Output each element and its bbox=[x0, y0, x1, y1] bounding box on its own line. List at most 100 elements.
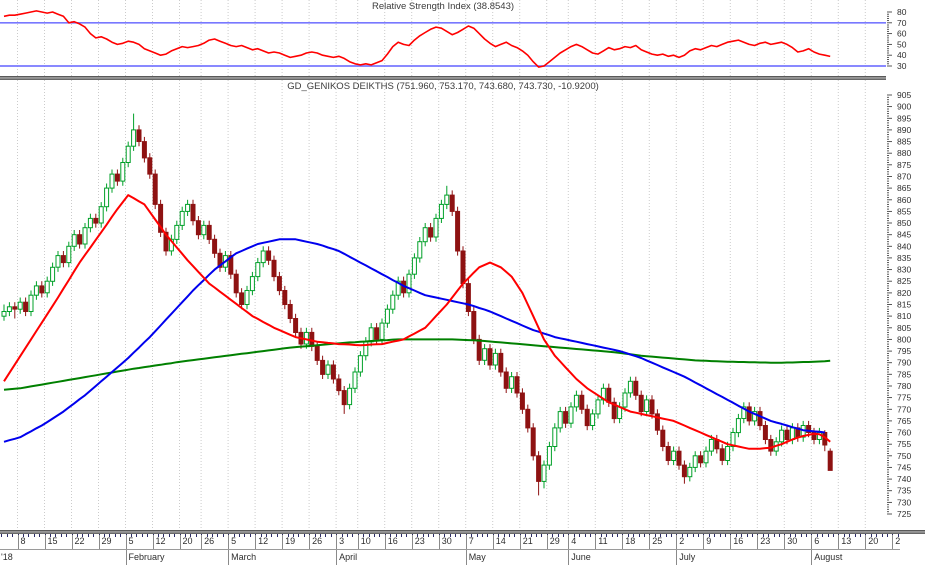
week-label: 4 bbox=[571, 536, 577, 546]
candle-up bbox=[255, 262, 261, 278]
week-label: 23 bbox=[414, 536, 425, 546]
price-axis-label: 870 bbox=[897, 172, 911, 182]
day-tick bbox=[530, 534, 532, 537]
candle-up bbox=[87, 217, 93, 229]
day-tick bbox=[735, 534, 737, 537]
value-axis[interactable]: 30 40 50 60 70 80 725 730 735 740 745 750 755 760 765 7… bbox=[886, 0, 925, 530]
week-tick bbox=[465, 535, 467, 549]
candlestick-chart[interactable] bbox=[0, 80, 886, 530]
candle-down bbox=[330, 364, 336, 380]
candle-up bbox=[725, 446, 731, 461]
day-tick bbox=[244, 534, 246, 537]
day-tick bbox=[206, 534, 208, 537]
day-tick bbox=[881, 534, 883, 537]
month-label: July bbox=[679, 552, 696, 562]
day-tick bbox=[638, 534, 640, 537]
day-tick bbox=[498, 534, 500, 537]
rsi-line-chart[interactable] bbox=[0, 0, 886, 76]
day-tick bbox=[395, 534, 397, 537]
week-tick bbox=[309, 535, 311, 549]
day-tick bbox=[390, 534, 392, 537]
day-tick bbox=[897, 534, 899, 537]
week-tick bbox=[568, 535, 570, 549]
week-tick bbox=[98, 535, 100, 549]
candle-down bbox=[163, 231, 169, 252]
rsi-panel[interactable]: Relative Strength Index (38.8543) bbox=[0, 0, 886, 76]
month-tick bbox=[676, 550, 678, 565]
candle-up bbox=[131, 129, 137, 147]
day-tick bbox=[471, 534, 473, 537]
day-tick bbox=[616, 534, 618, 537]
week-label: 13 bbox=[841, 536, 852, 546]
week-tick bbox=[649, 535, 651, 549]
price-axis-label: 815 bbox=[897, 300, 911, 310]
candle-up bbox=[422, 227, 428, 243]
candle-down bbox=[314, 345, 320, 361]
candle-up bbox=[492, 352, 498, 366]
day-tick bbox=[363, 534, 365, 537]
day-tick bbox=[795, 534, 797, 537]
candle-down bbox=[827, 450, 833, 471]
day-tick bbox=[238, 534, 240, 537]
candle-up bbox=[44, 280, 50, 294]
month-label: February bbox=[128, 552, 165, 562]
candle-down bbox=[460, 250, 466, 285]
day-tick bbox=[843, 534, 845, 537]
day-tick bbox=[114, 534, 116, 537]
week-tick bbox=[282, 535, 284, 549]
day-tick bbox=[822, 534, 824, 537]
candle-up bbox=[244, 290, 250, 305]
price-axis-label: 835 bbox=[897, 253, 911, 263]
candle-down bbox=[768, 439, 774, 452]
candle-down bbox=[23, 301, 29, 312]
day-tick bbox=[168, 534, 170, 537]
price-panel[interactable]: GD_GENIKOS DEIKTHS (751.960, 753.170, 74… bbox=[0, 80, 886, 530]
week-tick bbox=[784, 535, 786, 549]
candle-down bbox=[60, 255, 66, 264]
week-label: 25 bbox=[652, 536, 663, 546]
candle-down bbox=[719, 448, 725, 461]
day-tick bbox=[147, 534, 149, 537]
candle-down bbox=[233, 273, 239, 294]
day-tick bbox=[481, 534, 483, 537]
candle-down bbox=[228, 255, 234, 275]
candle-up bbox=[438, 203, 444, 219]
candle-up bbox=[325, 364, 331, 375]
day-tick bbox=[476, 534, 478, 537]
time-axis[interactable]: 8 15 22 29 5 12 20 26 5 12 19 26 3 10 16 23 30 7 14 21 29 4 11… bbox=[0, 534, 925, 566]
week-tick bbox=[838, 535, 840, 549]
week-label: 11 bbox=[598, 536, 608, 546]
week-tick bbox=[201, 535, 203, 549]
day-tick bbox=[265, 534, 267, 537]
panel-splitter[interactable] bbox=[0, 76, 925, 80]
candle-up bbox=[6, 306, 12, 313]
candle-down bbox=[374, 327, 380, 340]
day-tick bbox=[55, 534, 57, 537]
price-axis-label: 810 bbox=[897, 311, 911, 321]
candle-down bbox=[784, 429, 790, 441]
day-tick bbox=[417, 534, 419, 537]
price-axis-label: 820 bbox=[897, 288, 911, 298]
candle-up bbox=[644, 399, 650, 412]
candle-down bbox=[579, 394, 585, 410]
price-axis-label: 805 bbox=[897, 323, 911, 333]
rsi-axis-label: 50 bbox=[897, 39, 907, 49]
price-axis-label: 745 bbox=[897, 462, 911, 472]
price-axis-label: 840 bbox=[897, 241, 911, 251]
month-label: August bbox=[814, 552, 843, 562]
candle-down bbox=[698, 455, 704, 464]
candle-up bbox=[752, 411, 758, 422]
day-tick bbox=[368, 534, 370, 537]
week-label: 5 bbox=[128, 536, 134, 546]
week-label: 16 bbox=[387, 536, 398, 546]
candle-up bbox=[179, 210, 185, 226]
day-tick bbox=[579, 534, 581, 537]
month-label: March bbox=[231, 552, 257, 562]
week-label-row: 8 15 22 29 5 12 20 26 5 12 19 26 3 10 16 23 30 7 14 21 29 4 11… bbox=[0, 534, 900, 550]
day-tick bbox=[325, 534, 327, 537]
day-tick bbox=[724, 534, 726, 537]
day-tick bbox=[535, 534, 537, 537]
week-label: 19 bbox=[285, 536, 296, 546]
rsi-axis-label: 60 bbox=[897, 29, 907, 39]
candle-up bbox=[573, 394, 579, 408]
